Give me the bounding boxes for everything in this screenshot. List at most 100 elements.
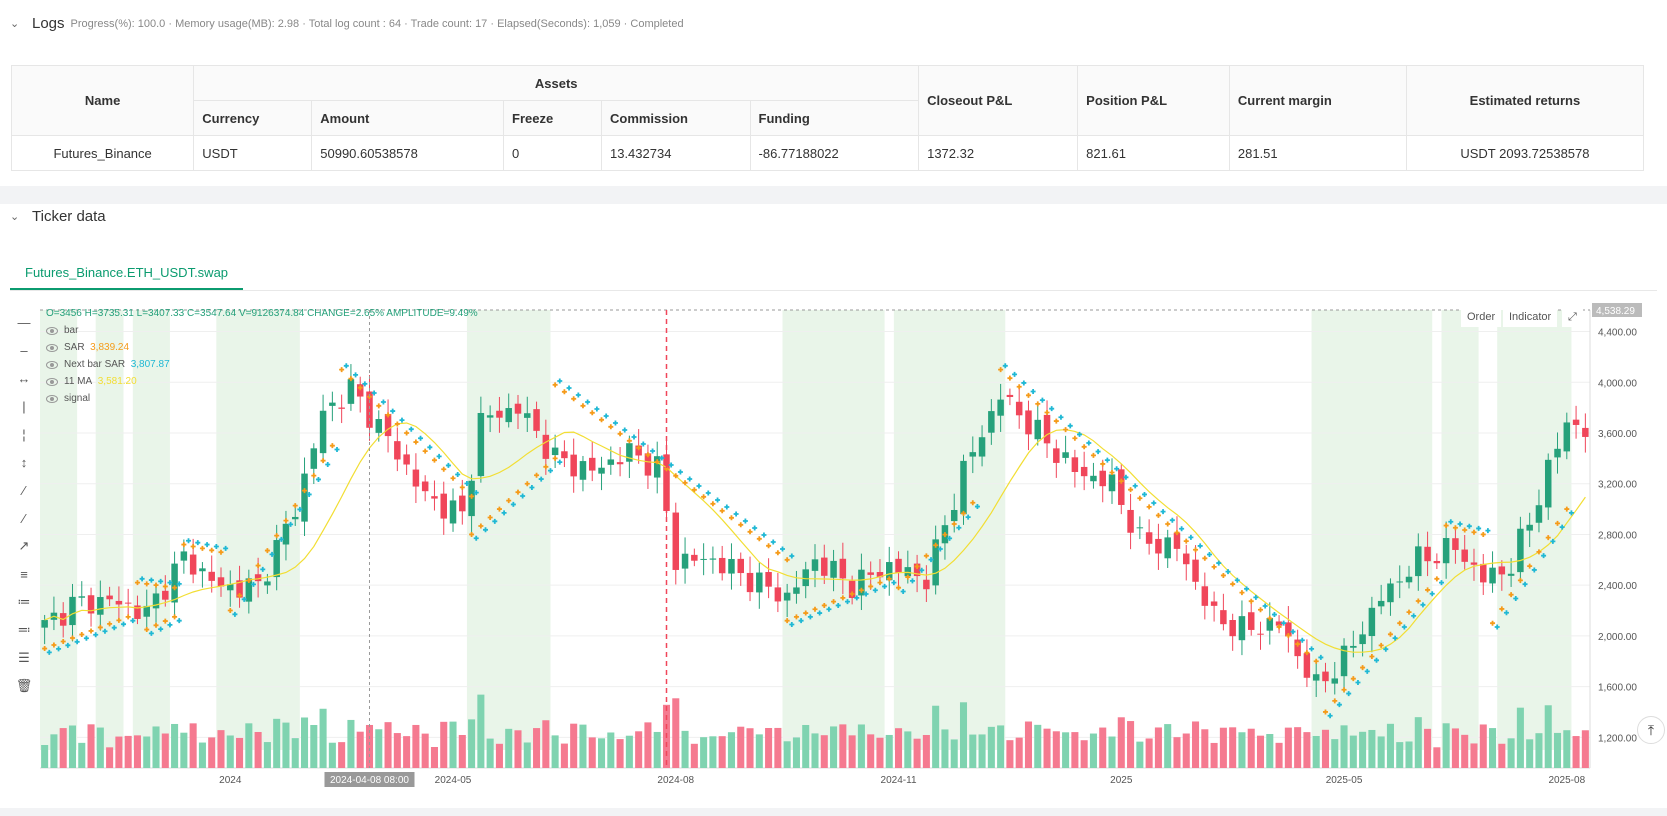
- logs-header[interactable]: ⌄ Logs Progress(%): 100.0 · Memory usage…: [10, 15, 684, 32]
- next-sar-marker: [1299, 637, 1305, 643]
- sar-marker: [134, 580, 140, 586]
- horizontal-line-icon[interactable]: –: [20, 342, 28, 358]
- cell-name: Futures_Binance: [10, 135, 195, 171]
- next-sar-marker: [1234, 577, 1240, 583]
- sar-marker: [961, 510, 967, 516]
- next-sar-marker: [83, 635, 89, 641]
- trend-line-icon[interactable]: ∕: [22, 482, 26, 498]
- next-sar-marker: [167, 580, 173, 586]
- volume-bar: [477, 694, 485, 768]
- sar-marker: [691, 487, 697, 493]
- next-sar-marker: [752, 525, 758, 531]
- vertical-segment-icon[interactable]: ¦: [22, 426, 26, 442]
- next-sar-marker: [557, 378, 563, 384]
- volume-bar: [876, 737, 884, 768]
- fullscreen-icon[interactable]: ⤢: [1562, 307, 1583, 327]
- extended-line-icon[interactable]: ⁄: [22, 510, 26, 526]
- tab-eth-usdt-swap[interactable]: Futures_Binance.ETH_USDT.swap: [10, 256, 244, 290]
- volume-bar: [328, 742, 336, 768]
- eye-icon[interactable]: [46, 343, 58, 352]
- candle: [236, 580, 243, 598]
- next-sar-marker: [186, 538, 192, 544]
- indicator-button[interactable]: Indicator: [1503, 307, 1558, 327]
- volume-bar: [1386, 723, 1394, 768]
- price-chart[interactable]: 1,200.00 1,600.00 2,000.00 2,400.00 2,800.00…: [0, 300, 1667, 800]
- volume-bar: [867, 734, 875, 768]
- volume-bar: [1359, 731, 1367, 768]
- candle: [830, 560, 837, 578]
- volume-bar: [1572, 736, 1580, 768]
- candle: [691, 554, 698, 561]
- sar-marker: [172, 585, 178, 591]
- sar-marker: [849, 591, 855, 597]
- next-sar-marker: [445, 462, 451, 468]
- ticker-header[interactable]: ⌄ Ticker data: [10, 208, 106, 225]
- legend-bar[interactable]: bar: [46, 322, 478, 339]
- order-button[interactable]: Order: [1461, 307, 1502, 327]
- cell-funding: -86.77188022: [749, 135, 920, 171]
- candle: [793, 587, 800, 594]
- candle: [653, 456, 661, 478]
- arrow-line-icon[interactable]: ↗: [18, 538, 30, 553]
- candle: [78, 596, 86, 598]
- candle: [1526, 524, 1533, 531]
- candle: [783, 592, 791, 601]
- next-sar-marker: [288, 521, 294, 527]
- next-sar-marker: [715, 497, 721, 503]
- sar-marker: [812, 606, 818, 612]
- candle: [384, 413, 392, 437]
- candle: [1572, 419, 1580, 425]
- scroll-to-top-button[interactable]: ⤒: [1637, 716, 1665, 744]
- vertical-ray-icon[interactable]: ↕: [20, 454, 28, 470]
- candle: [440, 493, 447, 519]
- eye-icon[interactable]: [46, 377, 58, 386]
- sar-marker: [923, 553, 929, 559]
- sar-marker: [1387, 631, 1393, 637]
- candle: [1210, 601, 1218, 606]
- fib-icon[interactable]: ≕: [17, 622, 31, 637]
- eye-icon[interactable]: [46, 394, 58, 403]
- candle: [867, 572, 874, 575]
- candle: [570, 454, 577, 477]
- chart-area[interactable]: 1,200.00 1,600.00 2,000.00 2,400.00 2,800.00…: [0, 300, 1667, 800]
- next-sar-marker: [250, 581, 256, 587]
- legend-signal[interactable]: signal: [46, 390, 478, 407]
- next-sar-marker: [612, 420, 618, 426]
- price-tag-box: [1592, 303, 1642, 317]
- eye-icon[interactable]: [46, 360, 58, 369]
- eye-icon[interactable]: [46, 326, 58, 335]
- chevron-down-icon[interactable]: ⌄: [10, 18, 20, 30]
- legend-next-sar[interactable]: Next bar SAR 3,807.87: [46, 356, 478, 373]
- signal-zone: [1441, 310, 1479, 750]
- sar-marker: [107, 621, 113, 627]
- price-range-icon[interactable]: ≡: [20, 566, 28, 582]
- next-sar-marker: [1067, 423, 1073, 429]
- next-sar-marker: [854, 595, 860, 601]
- sar-marker: [431, 457, 437, 463]
- volume-bar: [1284, 727, 1292, 768]
- next-sar-marker: [241, 596, 247, 602]
- sar-marker: [413, 439, 419, 445]
- candle: [1071, 457, 1079, 473]
- layers-icon[interactable]: ☰: [18, 650, 30, 665]
- candle: [950, 509, 958, 522]
- vertical-line-icon[interactable]: |: [22, 398, 26, 414]
- volume-bar: [245, 723, 253, 768]
- next-sar-marker: [817, 610, 823, 616]
- candle: [524, 413, 531, 418]
- next-sar-marker: [473, 490, 479, 496]
- col-returns: Estimated returns: [1405, 65, 1645, 136]
- candle: [486, 415, 494, 418]
- sar-marker: [42, 646, 48, 652]
- ray-icon[interactable]: ↔: [17, 370, 31, 386]
- next-sar-marker: [232, 611, 238, 617]
- legend-ma[interactable]: 11 MA 3,581.20: [46, 373, 478, 390]
- next-sar-marker: [668, 462, 674, 468]
- chevron-down-icon[interactable]: ⌄: [10, 211, 20, 223]
- parallel-channel-icon[interactable]: ≔: [17, 594, 31, 609]
- trash-icon[interactable]: 🗑: [15, 678, 33, 693]
- sar-marker: [589, 410, 595, 416]
- signal-zone: [1311, 310, 1433, 750]
- legend-sar[interactable]: SAR 3,839.24: [46, 339, 478, 356]
- horizontal-ray-icon[interactable]: —: [17, 314, 31, 330]
